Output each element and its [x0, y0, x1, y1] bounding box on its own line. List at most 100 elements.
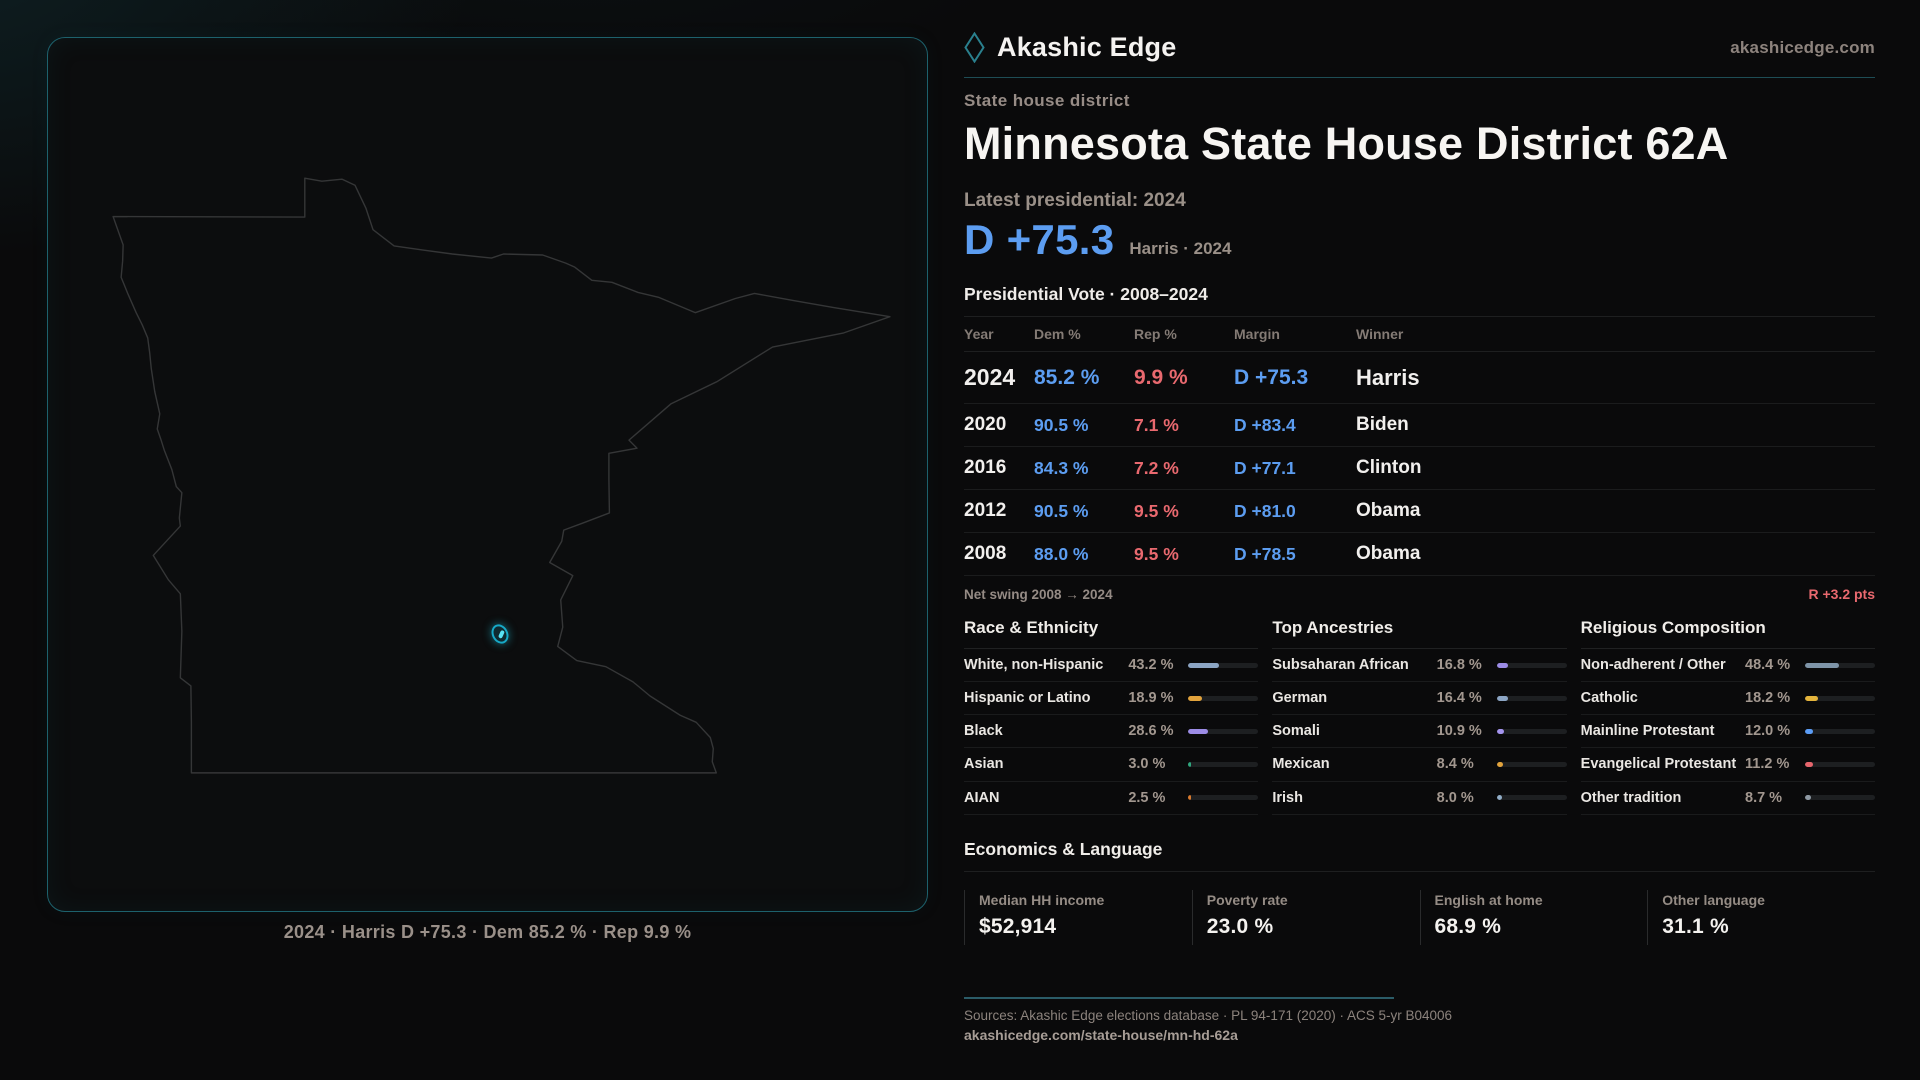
demo-label: Evangelical Protestant	[1580, 756, 1737, 773]
cell-margin: D +75.3	[1234, 365, 1309, 389]
diamond-icon	[964, 32, 985, 63]
site-domain-link[interactable]: akashicedge.com	[1730, 37, 1875, 57]
stat-poverty-rate: Poverty rate 23.0 %	[1191, 889, 1420, 945]
headline-margin-row: D +75.3 Harris · 2024	[964, 216, 1875, 264]
demo-value: 28.6 %	[1128, 723, 1174, 740]
stat-label: English at home	[1434, 891, 1543, 908]
col-dem: Dem %	[1034, 326, 1081, 342]
stat-value: 23.0 %	[1206, 914, 1274, 938]
cell-year: 2012	[964, 500, 1007, 521]
stat-other-language: Other language 31.1 %	[1647, 889, 1875, 945]
demo-label: Mainline Protestant	[1580, 723, 1715, 740]
list-item: Non-adherent / Other 48.4 %	[1580, 649, 1875, 683]
ancestries-column: Top Ancestries Subsaharan African 16.8 %…	[1272, 618, 1567, 815]
demo-value: 8.4 %	[1436, 756, 1474, 773]
list-item: Subsaharan African 16.8 %	[1272, 649, 1567, 683]
demo-label: Mexican	[1272, 756, 1330, 773]
headline-margin-context: Harris · 2024	[1129, 239, 1232, 258]
demo-bar	[1805, 761, 1875, 767]
economics-title: Economics & Language	[964, 839, 1875, 872]
cell-winner: Harris	[1356, 364, 1420, 390]
cell-dem: 88.0 %	[1034, 543, 1089, 564]
stat-median-income: Median HH income $52,914	[964, 889, 1192, 945]
cell-margin: D +83.4	[1234, 414, 1296, 435]
cell-rep: 9.9 %	[1134, 365, 1188, 389]
demo-bar	[1188, 761, 1259, 767]
headline-margin-value: D +75.3	[964, 216, 1115, 263]
map-caption: 2024 · Harris D +75.3 · Dem 85.2 % · Rep…	[283, 922, 692, 942]
permalink[interactable]: akashicedge.com/state-house/mn-hd-62a	[964, 1026, 1238, 1043]
table-row: 2016 84.3 % 7.2 % D +77.1 Clinton	[964, 447, 1875, 490]
demo-label: Non-adherent / Other	[1580, 657, 1726, 673]
cell-dem: 85.2 %	[1034, 365, 1100, 389]
col-winner: Winner	[1356, 326, 1404, 342]
list-item: White, non-Hispanic 43.2 %	[964, 649, 1259, 683]
list-item: Hispanic or Latino 18.9 %	[964, 682, 1259, 716]
demo-value: 8.7 %	[1745, 789, 1783, 806]
table-row: 2008 88.0 % 9.5 % D +78.5 Obama	[964, 533, 1875, 576]
list-item: Somali 10.9 %	[1272, 715, 1567, 749]
demo-bar	[1188, 662, 1259, 668]
economics-stats: Median HH income $52,914 Poverty rate 23…	[964, 889, 1875, 945]
demo-value: 12.0 %	[1745, 723, 1791, 740]
list-item: Irish 8.0 %	[1272, 782, 1567, 815]
cell-winner: Obama	[1356, 500, 1421, 521]
cell-dem: 90.5 %	[1034, 500, 1089, 521]
cell-year: 2016	[964, 457, 1007, 478]
list-item: Mainline Protestant 12.0 %	[1580, 715, 1875, 749]
table-row: 2024 85.2 % 9.9 % D +75.3 Harris	[964, 352, 1875, 404]
net-swing-label: Net swing 2008 → 2024	[964, 586, 1113, 602]
vote-table-title: Presidential Vote · 2008–2024	[964, 284, 1875, 317]
list-item: Asian 3.0 %	[964, 748, 1259, 782]
demo-bar	[1188, 728, 1259, 734]
stat-label: Other language	[1662, 891, 1765, 908]
kicker-label: State house district	[964, 91, 1130, 110]
state-map-panel[interactable]	[47, 37, 928, 912]
stat-value: 68.9 %	[1434, 914, 1502, 938]
demo-bar	[1496, 662, 1567, 668]
table-row: 2012 90.5 % 9.5 % D +81.0 Obama	[964, 490, 1875, 533]
stat-label: Median HH income	[979, 891, 1105, 908]
cell-margin: D +81.0	[1234, 500, 1296, 521]
site-header: Akashic Edge akashicedge.com	[964, 0, 1875, 63]
cell-margin: D +77.1	[1234, 457, 1296, 478]
demo-value: 48.4 %	[1745, 657, 1791, 674]
table-row: 2020 90.5 % 7.1 % D +83.4 Biden	[964, 404, 1875, 447]
demo-bar	[1496, 728, 1567, 734]
stat-english-at-home: English at home 68.9 %	[1419, 889, 1648, 945]
demo-value: 16.4 %	[1436, 690, 1482, 707]
vote-table-header: Year Dem % Rep % Margin Winner	[964, 317, 1875, 352]
demo-label: Asian	[964, 756, 1004, 773]
demo-value: 16.8 %	[1436, 657, 1482, 674]
cell-year: 2008	[964, 543, 1007, 564]
list-item: Black 28.6 %	[964, 715, 1259, 749]
demo-bar	[1496, 795, 1567, 801]
demo-label: Black	[964, 723, 1003, 740]
demographics-section: Race & Ethnicity White, non-Hispanic 43.…	[964, 618, 1875, 815]
footer-divider	[964, 996, 1394, 999]
demo-label: Catholic	[1580, 690, 1638, 707]
section-title: Religious Composition	[1580, 618, 1875, 649]
cell-winner: Obama	[1356, 543, 1421, 564]
demo-label: Other tradition	[1580, 789, 1682, 806]
demo-label: White, non-Hispanic	[964, 657, 1104, 673]
cell-rep: 9.5 %	[1134, 500, 1179, 521]
col-year: Year	[964, 326, 994, 342]
demo-label: German	[1272, 690, 1328, 707]
demo-value: 18.2 %	[1745, 690, 1791, 707]
list-item: AIAN 2.5 %	[964, 782, 1259, 815]
stat-value: 31.1 %	[1662, 914, 1729, 938]
page-title: Minnesota State House District 62A	[964, 118, 1729, 169]
cell-rep: 9.5 %	[1134, 543, 1179, 564]
net-swing-row: Net swing 2008 → 2024 R +3.2 pts	[964, 576, 1875, 602]
demo-bar	[1188, 795, 1259, 801]
section-title: Top Ancestries	[1272, 618, 1567, 649]
demo-label: Irish	[1272, 789, 1303, 806]
list-item: Catholic 18.2 %	[1580, 682, 1875, 716]
cell-year: 2024	[964, 364, 1016, 390]
section-title: Race & Ethnicity	[964, 618, 1259, 649]
latest-presidential-label: Latest presidential: 2024	[964, 190, 1186, 211]
sources-text: Sources: Akashic Edge elections database…	[964, 1007, 1453, 1023]
demo-value: 11.2 %	[1745, 756, 1790, 773]
